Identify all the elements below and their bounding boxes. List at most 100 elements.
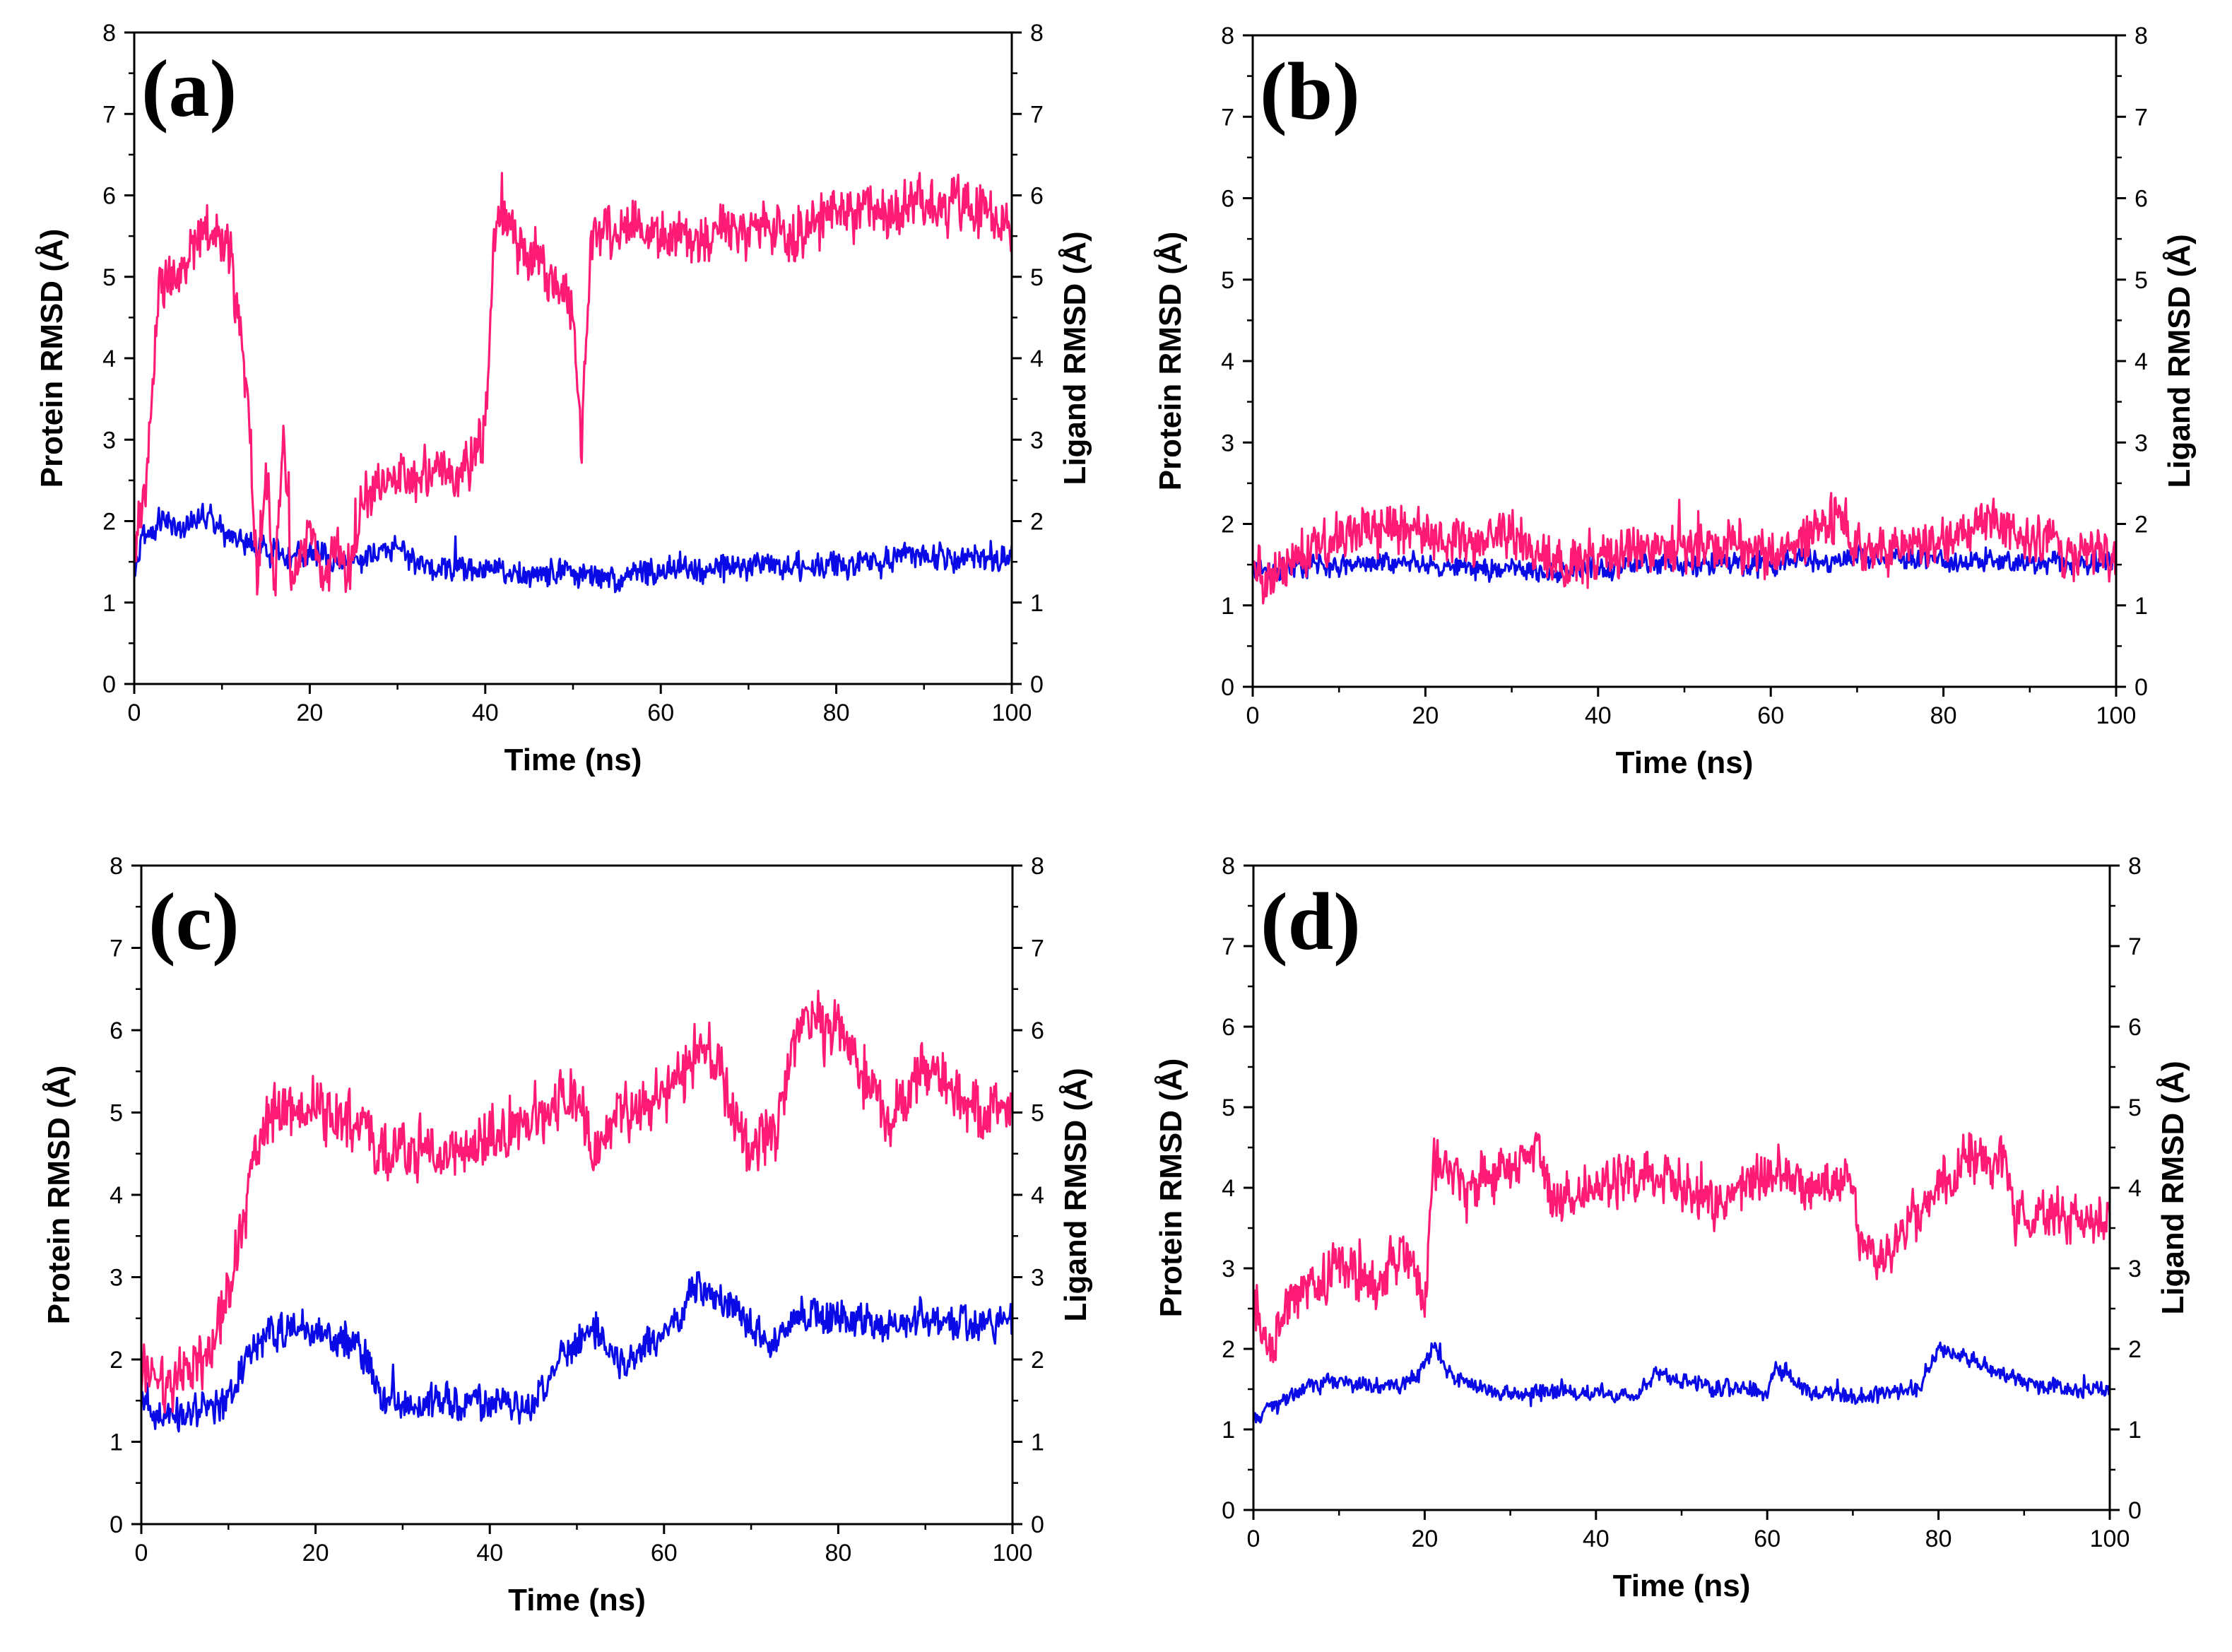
y-tick-label: 3: [110, 1265, 123, 1292]
y2-tick-label: 5: [2128, 1095, 2142, 1121]
x-tick-label: 40: [472, 700, 499, 726]
x-tick-label: 60: [651, 1540, 678, 1567]
x-tick-label: 20: [1412, 702, 1439, 729]
y-axis-title: Protein RMSD (Å): [1154, 1058, 1188, 1318]
y2-tick-label: 6: [1031, 1017, 1044, 1044]
y-tick-label: 7: [110, 936, 123, 962]
x-axis-title: Time (ns): [508, 1583, 646, 1617]
y-tick-label: 6: [110, 1017, 123, 1044]
y2-tick-label: 0: [2128, 1497, 2142, 1524]
plot-frame: [140, 864, 1014, 1526]
ligand-rmsd-line-d: [1252, 1131, 2111, 1364]
y-tick-label: 1: [102, 590, 116, 617]
x-tick-label: 60: [1754, 1526, 1781, 1552]
x-tick-label: 20: [296, 700, 323, 726]
x-tick-label: 0: [135, 1540, 148, 1567]
y2-tick-label: 7: [1030, 101, 1044, 128]
ligand-rmsd-line-c: [140, 989, 1014, 1414]
y-tick-label: 1: [1222, 1417, 1235, 1444]
y-tick-label: 0: [1221, 674, 1234, 701]
y-tick-label: 4: [110, 1182, 123, 1209]
plot-frame: [1251, 34, 2118, 688]
x-tick-label: 40: [1585, 702, 1612, 729]
y-tick-label: 6: [1222, 1014, 1235, 1041]
y2-axis-title: Ligand RMSD (Å): [1058, 1068, 1093, 1321]
y2-tick-label: 3: [2134, 430, 2148, 456]
y2-tick-label: 6: [1030, 183, 1044, 210]
y-tick-label: 5: [110, 1100, 123, 1127]
y2-tick-label: 0: [1030, 671, 1044, 698]
protein-rmsd-line-d: [1252, 1341, 2110, 1424]
y-tick-label: 8: [1222, 853, 1235, 880]
y2-tick-label: 4: [1031, 1182, 1044, 1209]
y-tick-label: 5: [102, 264, 116, 291]
x-tick-label: 80: [825, 1540, 851, 1567]
y-tick-label: 2: [1222, 1336, 1235, 1363]
y-tick-label: 0: [110, 1511, 123, 1538]
x-axis-title: Time (ns): [1613, 1569, 1751, 1603]
y-tick-label: 3: [102, 427, 116, 454]
y2-tick-label: 4: [1030, 346, 1044, 372]
y-tick-label: 1: [1221, 593, 1234, 620]
y-tick-label: 4: [1221, 348, 1234, 375]
y2-tick-label: 8: [2134, 23, 2148, 49]
x-tick-label: 0: [1246, 702, 1260, 729]
plot-frame: [133, 31, 1013, 685]
x-tick-label: 0: [1247, 1526, 1260, 1552]
x-tick-label: 100: [2096, 702, 2137, 729]
ligand-rmsd-line-b: [1251, 492, 2118, 605]
y-tick-label: 2: [102, 509, 116, 536]
panel-label: (d): [1260, 877, 1361, 967]
y-tick-label: 1: [110, 1429, 123, 1456]
y2-tick-label: 1: [1031, 1429, 1044, 1456]
y2-tick-label: 6: [2128, 1014, 2142, 1041]
y2-axis-title: Ligand RMSD (Å): [2162, 234, 2197, 488]
y-tick-label: 6: [102, 183, 116, 210]
y2-tick-label: 8: [2128, 853, 2142, 880]
x-tick-label: 40: [476, 1540, 503, 1567]
x-tick-label: 40: [1583, 1526, 1610, 1552]
y-tick-label: 4: [1222, 1175, 1235, 1202]
y-tick-label: 4: [102, 346, 116, 372]
protein-rmsd-line-a: [133, 502, 1013, 594]
y-tick-label: 2: [110, 1347, 123, 1374]
y-tick-label: 8: [1221, 23, 1234, 49]
x-tick-label: 100: [993, 1540, 1033, 1567]
y2-axis-title: Ligand RMSD (Å): [1058, 231, 1092, 485]
y-tick-label: 6: [1221, 186, 1234, 213]
y2-tick-label: 0: [2134, 674, 2148, 701]
y-tick-label: 5: [1222, 1095, 1235, 1121]
y2-tick-label: 2: [1031, 1347, 1044, 1374]
y-tick-label: 7: [1221, 104, 1234, 131]
y2-tick-label: 7: [1031, 936, 1044, 962]
x-tick-label: 80: [823, 700, 850, 726]
y2-tick-label: 3: [1031, 1265, 1044, 1292]
y-tick-label: 0: [102, 671, 116, 698]
y2-tick-label: 6: [2134, 186, 2148, 213]
y2-tick-label: 7: [2128, 933, 2142, 960]
x-axis-title: Time (ns): [504, 743, 642, 777]
x-tick-label: 60: [647, 700, 674, 726]
y2-tick-label: 4: [2128, 1175, 2142, 1202]
protein-rmsd-line-c: [140, 1270, 1014, 1433]
y-tick-label: 7: [1222, 933, 1235, 960]
x-tick-label: 100: [992, 700, 1032, 726]
panel-label: (b): [1260, 47, 1360, 137]
ligand-rmsd-line-a: [133, 172, 1013, 597]
y2-tick-label: 3: [2128, 1256, 2142, 1282]
y2-tick-label: 8: [1031, 853, 1044, 880]
y2-tick-label: 5: [1030, 264, 1044, 291]
x-tick-label: 20: [1411, 1526, 1438, 1552]
y-tick-label: 7: [102, 101, 116, 128]
x-axis-title: Time (ns): [1616, 745, 1754, 780]
y2-tick-label: 1: [1030, 590, 1044, 617]
panel-label: (a): [141, 44, 237, 134]
y-tick-label: 2: [1221, 512, 1234, 538]
y-axis-title: Protein RMSD (Å): [42, 1066, 76, 1325]
y2-tick-label: 0: [1031, 1511, 1044, 1538]
y2-tick-label: 4: [2134, 348, 2148, 375]
x-tick-label: 80: [1925, 1526, 1952, 1552]
y-tick-label: 8: [102, 20, 116, 47]
